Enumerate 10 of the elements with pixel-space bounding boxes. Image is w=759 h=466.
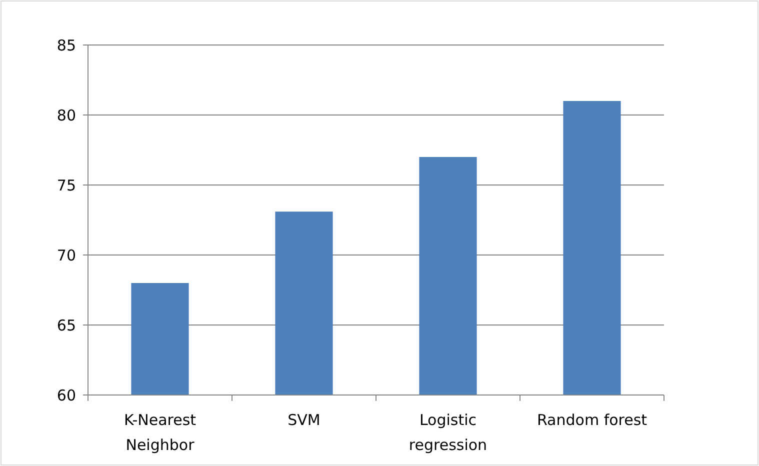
y-tick-label: 85 xyxy=(56,36,76,54)
y-tick-label: 75 xyxy=(56,176,76,194)
x-tick-label: K-Nearest Neighbor xyxy=(124,411,196,454)
y-tick-label: 70 xyxy=(56,246,76,264)
x-tick-label: Logistic regression xyxy=(408,411,488,454)
x-tick-label: SVM xyxy=(288,411,320,429)
y-tick-label: 65 xyxy=(56,316,76,334)
x-tick-label: Random forest xyxy=(536,411,648,429)
y-tick-label: 80 xyxy=(56,106,76,124)
y-tick-label: 60 xyxy=(56,386,76,404)
